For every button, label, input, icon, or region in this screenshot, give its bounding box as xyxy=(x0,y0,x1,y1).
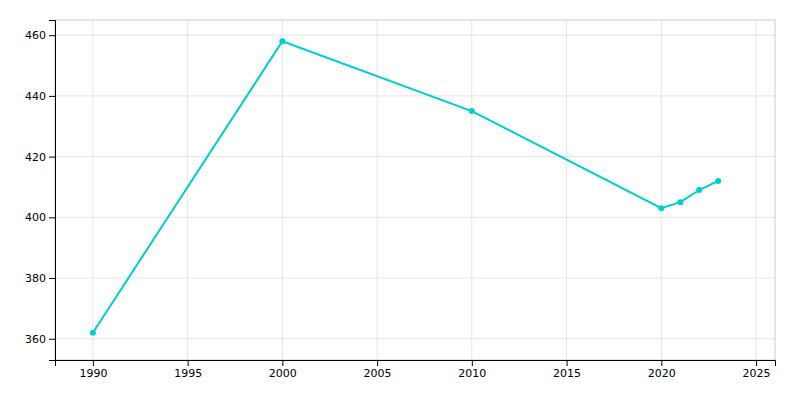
y-tick-label: 440 xyxy=(25,90,46,103)
x-tick-label: 1990 xyxy=(79,367,107,380)
plot-frame xyxy=(55,20,775,360)
y-axis: 360 380 400 420 440 460 xyxy=(25,21,56,361)
y-tick-label: 360 xyxy=(25,333,46,346)
point xyxy=(677,199,683,205)
point xyxy=(696,187,702,193)
y-tick-mark xyxy=(49,157,55,158)
y-grid-line xyxy=(55,338,775,339)
y-tick-mark xyxy=(49,339,55,340)
x-tick-mark xyxy=(472,360,473,366)
x-grid-line xyxy=(471,20,472,360)
x-grid-line xyxy=(756,20,757,360)
x-tick: 2015 xyxy=(553,360,581,380)
chart: 1990 1995 2000 2005 2010 2015 2020 2025 360 380 40… xyxy=(0,0,800,400)
point xyxy=(715,178,721,184)
x-tick-label: 2005 xyxy=(364,367,392,380)
y-tick: 440 xyxy=(25,90,55,103)
point xyxy=(90,330,96,336)
x-tick: 2010 xyxy=(458,360,486,380)
x-tick-mark xyxy=(282,360,283,366)
x-tick-mark xyxy=(93,360,94,366)
x-tick-mark xyxy=(756,360,757,366)
y-tick: 420 xyxy=(25,151,55,164)
point xyxy=(658,205,664,211)
plot-area xyxy=(90,38,721,335)
x-grid-line xyxy=(282,20,283,360)
x-tick-mark xyxy=(188,360,189,366)
x-grid-line xyxy=(187,20,188,360)
x-tick-mark xyxy=(661,360,662,366)
grid xyxy=(55,20,775,360)
y-grid-line xyxy=(55,217,775,218)
y-tick-mark xyxy=(49,278,55,279)
line xyxy=(93,41,718,332)
x-grid-line xyxy=(377,20,378,360)
y-tick-label: 400 xyxy=(25,211,46,224)
y-tick: 360 xyxy=(25,333,55,346)
x-tick-label: 2010 xyxy=(458,367,486,380)
y-tick-label: 380 xyxy=(25,272,46,285)
x-axis: 1990 1995 2000 2005 2010 2015 2020 2025 xyxy=(56,360,776,380)
x-tick: 2005 xyxy=(364,360,392,380)
x-tick: 2000 xyxy=(269,360,297,380)
point xyxy=(279,38,285,44)
y-tick: 460 xyxy=(25,29,55,42)
y-tick-label: 460 xyxy=(25,29,46,42)
y-tick-mark xyxy=(49,35,55,36)
y-tick-mark xyxy=(49,217,55,218)
x-tick: 1995 xyxy=(174,360,202,380)
y-tick-label: 420 xyxy=(25,151,46,164)
x-axis-line xyxy=(56,361,776,367)
x-tick-label: 1995 xyxy=(174,367,202,380)
y-tick-mark xyxy=(49,96,55,97)
y-axis-line xyxy=(49,21,56,361)
y-grid-line xyxy=(55,278,775,279)
x-tick-label: 2020 xyxy=(648,367,676,380)
x-tick: 2025 xyxy=(743,360,771,380)
x-grid-line xyxy=(661,20,662,360)
x-tick: 1990 xyxy=(79,360,107,380)
x-tick-label: 2025 xyxy=(743,367,771,380)
x-tick-mark xyxy=(377,360,378,366)
y-tick: 400 xyxy=(25,211,55,224)
point xyxy=(469,108,475,114)
x-grid-line xyxy=(566,20,567,360)
x-tick-label: 2000 xyxy=(269,367,297,380)
y-grid-line xyxy=(55,95,775,96)
x-tick-label: 2015 xyxy=(553,367,581,380)
x-tick-mark xyxy=(567,360,568,366)
x-tick: 2020 xyxy=(648,360,676,380)
y-grid-line xyxy=(55,156,775,157)
y-tick: 380 xyxy=(25,272,55,285)
y-grid-line xyxy=(55,35,775,36)
x-grid-line xyxy=(92,20,93,360)
